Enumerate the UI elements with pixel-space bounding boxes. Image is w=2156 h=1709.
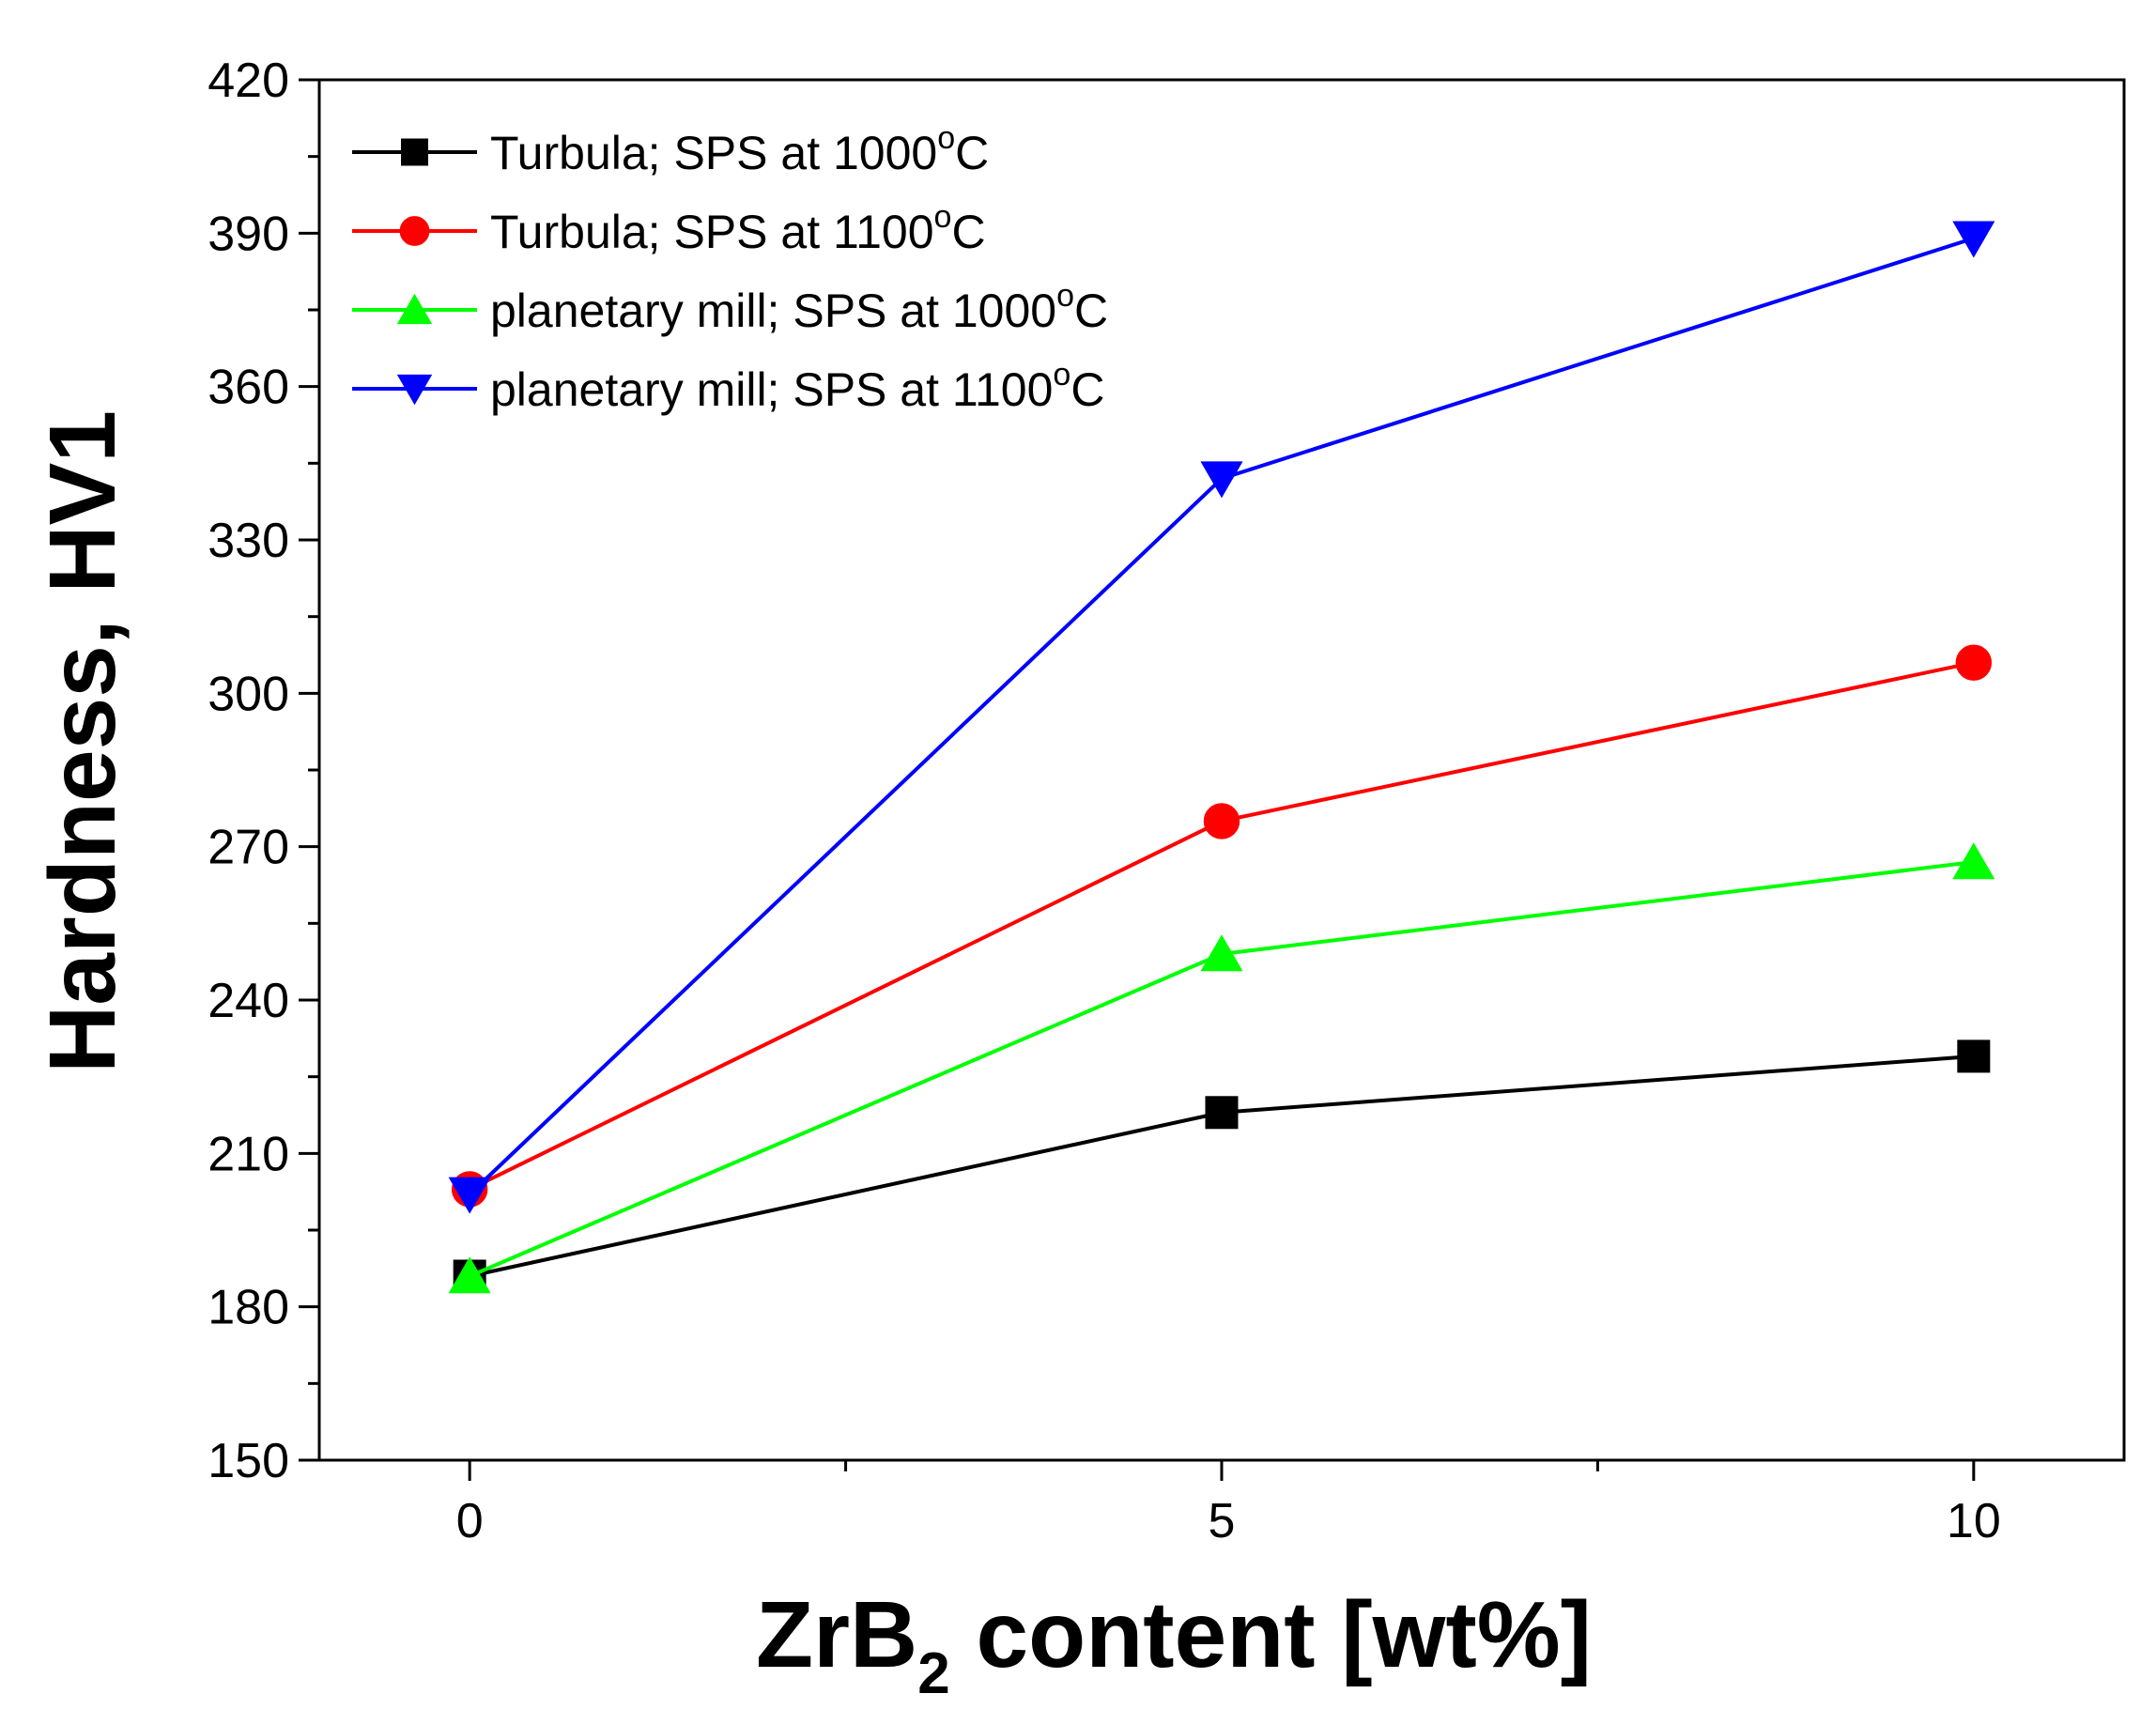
y-tick-label: 240 xyxy=(208,974,289,1028)
series-2 xyxy=(448,842,1995,1294)
data-point xyxy=(1203,803,1240,839)
legend-marker xyxy=(396,374,433,406)
data-point xyxy=(1957,1039,1991,1073)
legend-label: planetary mill; SPS at 1100oC xyxy=(490,357,1104,416)
y-tick-label: 270 xyxy=(208,821,289,875)
legend-item-1: Turbula; SPS at 1100oC xyxy=(352,199,986,258)
legend-label: planetary mill; SPS at 1000oC xyxy=(490,278,1108,337)
data-point xyxy=(1952,221,1995,258)
y-tick-label: 420 xyxy=(208,54,289,108)
data-point xyxy=(1205,1096,1239,1130)
legend-label: Turbula; SPS at 1000oC xyxy=(490,120,989,179)
series-layer xyxy=(448,221,1995,1294)
legend-marker xyxy=(401,138,428,166)
data-point xyxy=(448,1177,491,1214)
x-axis-title-subscript: 2 xyxy=(917,1641,949,1706)
data-point xyxy=(1952,842,1995,880)
y-tick-label: 210 xyxy=(208,1127,289,1181)
legend-item-0: Turbula; SPS at 1000oC xyxy=(352,120,989,179)
x-axis-title-rest: content [wt%] xyxy=(950,1582,1592,1687)
x-axis-title-main: ZrB xyxy=(756,1582,917,1687)
y-tick-label: 360 xyxy=(208,361,289,415)
x-axis-title: ZrB2 content [wt%] xyxy=(756,1582,1592,1706)
series-3 xyxy=(448,221,1995,1214)
x-tick-label: 5 xyxy=(1209,1494,1236,1548)
series-0 xyxy=(453,1039,1991,1293)
x-tick-label: 0 xyxy=(456,1494,484,1548)
y-tick-label: 330 xyxy=(208,514,289,568)
legend-marker xyxy=(396,293,433,325)
data-point xyxy=(1200,934,1243,972)
y-tick-label: 150 xyxy=(208,1434,289,1488)
y-tick-label: 300 xyxy=(208,667,289,721)
legend-marker xyxy=(399,216,430,246)
y-axis-title: Hardness, HV1 xyxy=(30,410,135,1073)
x-tick-label: 10 xyxy=(1947,1494,2001,1548)
y-tick-label: 180 xyxy=(208,1281,289,1335)
series-line xyxy=(469,1054,1974,1278)
y-tick-label: 390 xyxy=(208,207,289,261)
data-point xyxy=(1200,461,1243,499)
data-point xyxy=(448,1256,491,1294)
legend-item-3: planetary mill; SPS at 1100oC xyxy=(352,357,1104,416)
data-point xyxy=(1955,644,1993,681)
legend-label: Turbula; SPS at 1100oC xyxy=(490,199,986,258)
axes: 150 180 210 240 270 300 330 360 390 420 0 5 10 xyxy=(208,54,2126,1548)
legend: Turbula; SPS at 1000oC Turbula; SPS at 11… xyxy=(352,120,1108,416)
legend-item-2: planetary mill; SPS at 1000oC xyxy=(352,278,1108,337)
series-line xyxy=(469,860,1975,1278)
